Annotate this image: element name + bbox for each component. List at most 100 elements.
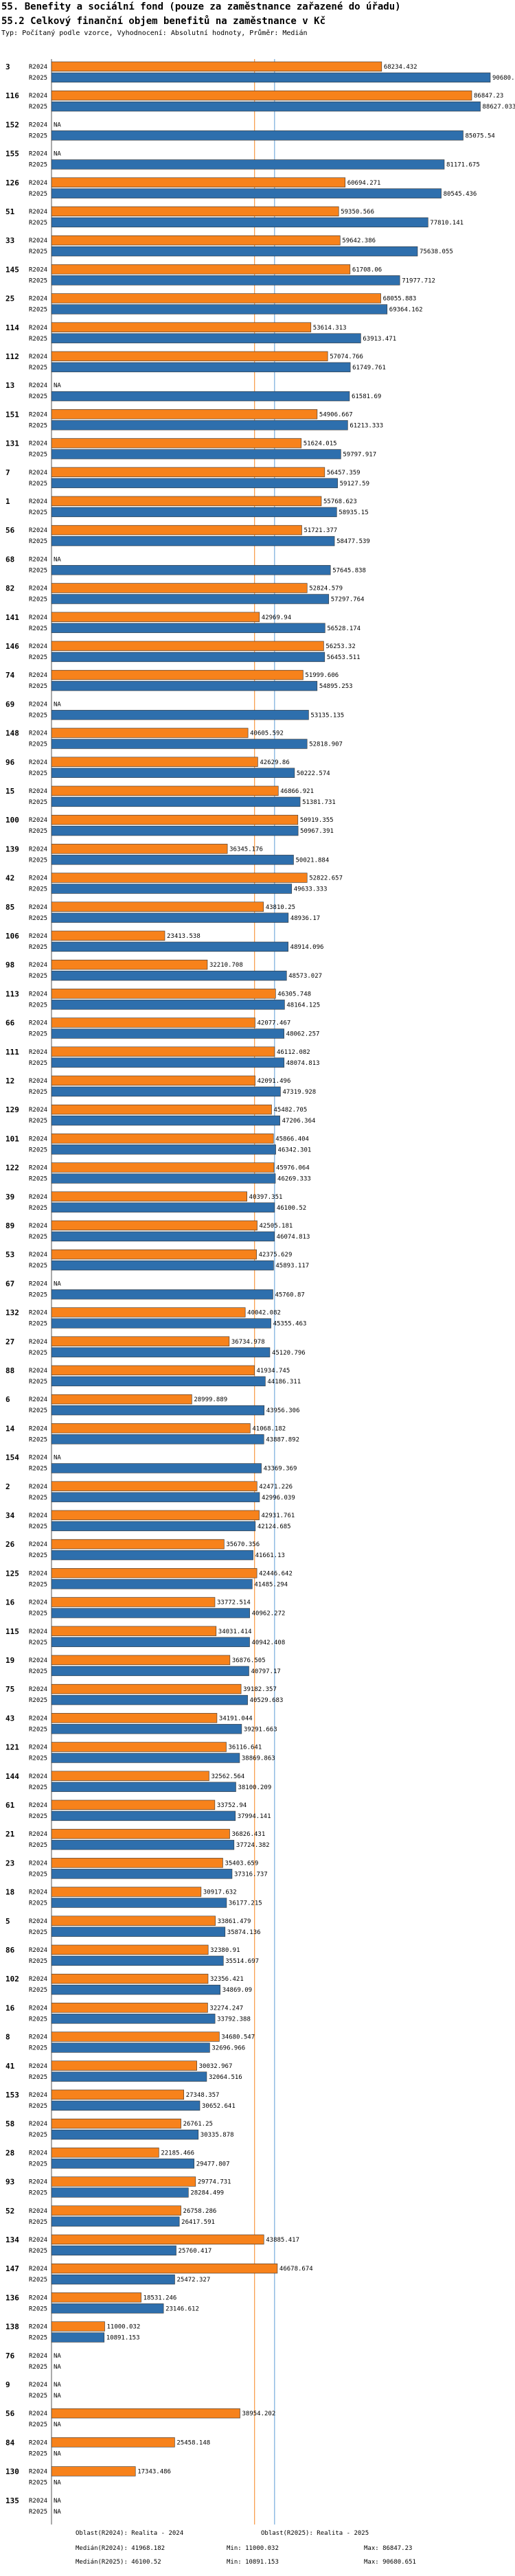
data-label: 56453.511 — [327, 654, 360, 661]
category-label: 98 — [5, 961, 14, 969]
bar-r2024 — [51, 2263, 278, 2274]
data-label: 28284.499 — [190, 2190, 224, 2197]
category-label: 144 — [5, 1772, 19, 1781]
data-label: 51721.377 — [304, 527, 337, 534]
category-label: 145 — [5, 265, 19, 274]
series-label: R2025 — [29, 1611, 47, 1618]
bar-r2024 — [51, 844, 228, 854]
bar-r2025 — [51, 1115, 280, 1126]
data-label: 10891.153 — [106, 2335, 140, 2342]
na-label: NA — [54, 122, 61, 128]
category-label: 126 — [5, 179, 19, 187]
category-label: 27 — [5, 1337, 14, 1346]
series-label: R2025 — [29, 249, 47, 255]
data-label: 48914.096 — [290, 944, 324, 951]
series-label: R2024 — [29, 2295, 47, 2301]
bar-r2024 — [51, 1134, 274, 1144]
series-label: R2025 — [29, 1668, 47, 1675]
na-label: NA — [54, 2498, 61, 2505]
data-label: 69364.162 — [389, 307, 423, 314]
bar-r2025 — [51, 855, 294, 865]
series-label: R2024 — [29, 2237, 47, 2244]
na-label: NA — [54, 2509, 61, 2516]
category-label: 12 — [5, 1077, 14, 1085]
category-label: 34 — [5, 1511, 15, 1520]
series-label: R2025 — [29, 2103, 47, 2110]
category-label: 23 — [5, 1859, 14, 1867]
data-label: 42124.685 — [258, 1523, 291, 1530]
series-label: R2024 — [29, 1745, 47, 1751]
legend-r2024: Oblast(R2024): Realita - 2024 — [76, 2530, 184, 2537]
data-label: 26761.25 — [183, 2121, 213, 2128]
bar-r2024 — [51, 814, 299, 825]
series-label: R2025 — [29, 2219, 47, 2226]
data-label: 46100.52 — [277, 1205, 306, 1212]
data-label: 30335.878 — [201, 2132, 234, 2139]
bar-r2024 — [51, 989, 276, 999]
data-label: 42505.181 — [260, 1223, 293, 1230]
category-label: 138 — [5, 2323, 19, 2332]
category-label: 86 — [5, 1946, 15, 1955]
series-label: R2025 — [29, 2190, 47, 2197]
bar-r2024 — [51, 1075, 255, 1086]
bar-r2025 — [51, 1289, 273, 1300]
series-label: R2024 — [29, 1078, 47, 1085]
series-label: R2025 — [29, 2016, 47, 2023]
data-label: 42931.761 — [262, 1513, 295, 1519]
bar-r2025 — [51, 1231, 275, 1242]
series-label: R2024 — [29, 933, 47, 940]
category-label: 106 — [5, 932, 19, 941]
data-label: 45893.117 — [275, 1263, 309, 1269]
data-label: 22185.466 — [161, 2150, 194, 2157]
bar-r2024 — [51, 206, 339, 217]
category-label: 146 — [5, 642, 19, 651]
data-label: 32356.421 — [210, 1976, 244, 1983]
data-label: 42375.629 — [259, 1252, 293, 1258]
series-label: R2025 — [29, 1466, 47, 1473]
bar-r2024 — [51, 2003, 208, 2013]
data-label: 46678.674 — [279, 2266, 313, 2273]
series-label: R2025 — [29, 1697, 47, 1704]
series-label: R2025 — [29, 393, 47, 400]
bar-r2025 — [51, 1579, 253, 1589]
series-label: R2025 — [29, 1495, 47, 1502]
bar-r2025 — [51, 1869, 233, 1879]
bar-r2024 — [51, 467, 325, 477]
bar-r2025 — [51, 1405, 265, 1416]
data-label: 77810.141 — [430, 220, 464, 227]
series-label: R2024 — [29, 1773, 47, 1780]
bar-r2025 — [51, 710, 309, 720]
bar-r2024 — [51, 873, 308, 883]
bar-r2025 — [51, 768, 295, 778]
data-label: 68055.883 — [383, 296, 417, 303]
series-label: R2024 — [29, 1918, 47, 1925]
data-label: 43810.25 — [266, 904, 295, 911]
data-label: 32380.91 — [210, 1947, 240, 1954]
series-label: R2025 — [29, 683, 47, 690]
series-label: R2024 — [29, 1715, 47, 1722]
category-label: 16 — [5, 2003, 15, 2012]
bar-r2025 — [51, 1927, 226, 1937]
data-label: 80545.436 — [444, 191, 477, 198]
data-label: 56528.174 — [327, 625, 360, 632]
bar-r2025 — [51, 333, 361, 343]
bar-r2025 — [51, 1839, 235, 1850]
data-label: 32064.516 — [209, 2074, 242, 2081]
data-label: 40962.272 — [252, 1611, 286, 1618]
legend-r2025: Oblast(R2025): Realita - 2025 — [261, 2530, 369, 2537]
bar-r2025 — [51, 1463, 262, 1473]
bar-r2025 — [51, 1318, 271, 1329]
category-label: 3 — [5, 62, 10, 71]
data-label: 41934.745 — [257, 1368, 290, 1375]
series-label: R2024 — [29, 354, 47, 360]
series-label: R2024 — [29, 296, 47, 303]
category-label: 115 — [5, 1627, 19, 1636]
category-label: 39 — [5, 1193, 14, 1201]
category-label: 89 — [5, 1221, 14, 1230]
bar-r2024 — [51, 2205, 181, 2216]
bar-r2025 — [51, 2332, 105, 2343]
series-label: R2024 — [29, 122, 47, 128]
category-label: 26 — [5, 1540, 15, 1549]
series-label: R2024 — [29, 1107, 47, 1114]
bar-r2024 — [51, 901, 264, 912]
